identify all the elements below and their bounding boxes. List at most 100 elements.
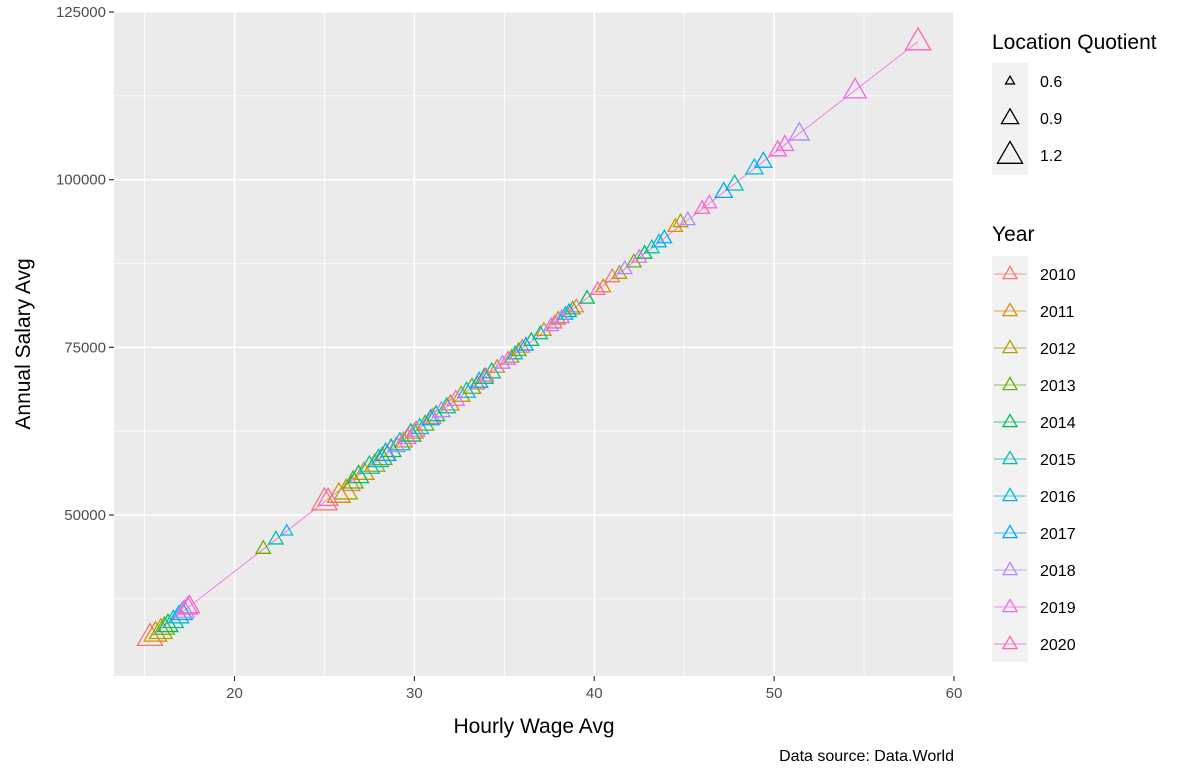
- point-2017-3: [469, 371, 489, 388]
- point-2015-6: [531, 324, 549, 340]
- x-tick-label-1: 30: [406, 685, 423, 702]
- point-2015-3: [388, 431, 412, 451]
- point-2014-7: [578, 289, 596, 304]
- point-2017-5: [560, 302, 578, 318]
- point-2016-2: [367, 448, 390, 468]
- point-2011-4: [440, 393, 461, 411]
- size-legend-key-2: [996, 140, 1024, 164]
- color-legend-key-0: [1001, 265, 1019, 280]
- size-legend-label-1: 0.9: [1040, 111, 1062, 128]
- y-tick-label-2: 100000: [56, 172, 106, 189]
- point-2015-8: [724, 173, 745, 191]
- point-2020-2: [406, 420, 426, 437]
- grid-minor: [114, 12, 954, 676]
- x-tick-label-3: 50: [766, 685, 783, 702]
- point-2011-6: [535, 321, 553, 336]
- color-legend-label-7: 2017: [1040, 526, 1076, 543]
- point-2015-2: [358, 454, 381, 474]
- point-2019-5: [630, 248, 648, 263]
- color-legend-label-1: 2011: [1040, 304, 1075, 321]
- color-legend-key-7: [1001, 524, 1019, 539]
- point-2016-4: [456, 381, 477, 398]
- point-2019-2: [446, 389, 466, 406]
- point-2010-4: [422, 407, 443, 425]
- color-legend-key-6: [1001, 487, 1019, 502]
- point-2018-0: [173, 599, 196, 619]
- point-2013-0: [153, 615, 176, 635]
- point-2020-1: [317, 487, 340, 507]
- caption: Data source: Data.World: [779, 748, 954, 765]
- point-2020-0: [178, 594, 201, 614]
- color-legend-key-5: [1001, 450, 1019, 465]
- color-legend-label-0: 2010: [1040, 267, 1076, 284]
- point-2013-4: [415, 414, 435, 431]
- color-legend-title: Year: [992, 223, 1034, 246]
- x-tick-label-2: 40: [586, 685, 603, 702]
- size-legend-label-0: 0.6: [1040, 74, 1062, 91]
- point-2019-4: [553, 308, 571, 324]
- y-axis-title: Annual Salary Avg: [12, 258, 35, 429]
- size-legend-keys-bg: [992, 63, 1028, 175]
- point-2019-0: [176, 595, 199, 615]
- x-axis: 20 30 40 50 60: [226, 676, 962, 702]
- y-tick-label-1: 75000: [64, 339, 106, 356]
- size-legend-title: Location Quotient: [992, 31, 1157, 54]
- y-axis: 50000 75000 100000 125000: [56, 4, 114, 524]
- point-2010-8: [603, 267, 621, 283]
- point-2011-1: [326, 481, 352, 503]
- color-legend: Year 2010 2011 2012 2013 2014 2015 2016 2017 201…: [992, 223, 1076, 662]
- point-2010-7: [567, 298, 585, 313]
- point-2013-8: [625, 253, 643, 268]
- color-legend-label-9: 2019: [1040, 600, 1076, 617]
- point-2014-5: [474, 367, 495, 384]
- x-tick-label-4: 60: [946, 685, 963, 702]
- point-2012-2: [363, 452, 386, 472]
- point-2020-5: [589, 280, 607, 296]
- point-2012-1: [333, 478, 359, 500]
- color-legend-key-8: [1001, 561, 1019, 576]
- point-2018-3: [494, 354, 511, 369]
- color-legend-key-9: [1001, 598, 1019, 613]
- point-2013-2: [342, 469, 365, 489]
- point-2016-6: [557, 305, 574, 320]
- point-2016-8: [744, 157, 765, 175]
- x-axis-title: Hourly Wage Avg: [453, 715, 614, 738]
- point-2019-7: [775, 134, 795, 152]
- x-tick-label-0: 20: [226, 685, 243, 702]
- size-legend-label-2: 1.2: [1040, 148, 1062, 165]
- size-legend: Location Quotient 0.6 0.9 1.2: [992, 31, 1157, 175]
- point-2019-6: [701, 194, 718, 209]
- point-2014-3: [399, 422, 422, 442]
- point-2016-3: [410, 417, 430, 435]
- color-legend-key-10: [1001, 635, 1019, 650]
- point-2012-8: [672, 212, 689, 228]
- color-legend-label-10: 2020: [1040, 637, 1076, 654]
- color-legend-key-3: [1001, 376, 1019, 391]
- point-2018-7: [788, 121, 811, 141]
- color-legend-label-5: 2015: [1040, 452, 1076, 469]
- point-2018-2: [431, 400, 452, 418]
- point-2019-8: [842, 77, 868, 99]
- y-tick-label-3: 125000: [56, 4, 106, 21]
- grid-major: [114, 11, 955, 676]
- point-2011-3: [393, 430, 414, 448]
- point-2020-6: [693, 199, 711, 214]
- point-2016-1: [279, 523, 294, 536]
- color-legend-label-2: 2012: [1040, 341, 1076, 358]
- point-2018-6: [679, 210, 697, 226]
- color-legend-label-4: 2014: [1040, 415, 1076, 432]
- point-2014-1: [347, 464, 370, 484]
- point-2015-1: [267, 530, 285, 545]
- point-2020-8: [904, 26, 932, 51]
- point-2016-7: [650, 233, 668, 248]
- point-2010-1: [310, 486, 339, 511]
- color-legend-label-8: 2018: [1040, 563, 1076, 580]
- size-legend-key-1: [1000, 107, 1020, 125]
- point-2014-2: [379, 438, 403, 458]
- point-2018-4: [542, 316, 560, 332]
- point-2020-7: [768, 139, 788, 157]
- color-legend-key-2: [1001, 339, 1019, 354]
- point-2016-5: [506, 345, 524, 360]
- point-2013-1: [254, 539, 272, 554]
